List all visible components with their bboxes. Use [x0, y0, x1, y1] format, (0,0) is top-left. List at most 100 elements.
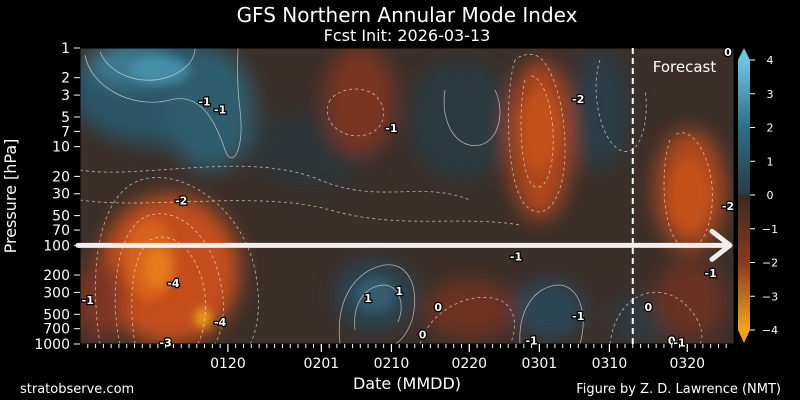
colorbar-tick-label: 3: [767, 88, 774, 101]
anomaly-core: [670, 160, 710, 230]
colorbar-tick-label: 4: [767, 54, 774, 67]
contour-label: -4: [167, 277, 180, 290]
forecast-layer: Forecast: [631, 48, 717, 344]
contour-label: 0: [724, 46, 732, 59]
anomaly-blob: [425, 280, 515, 340]
contour-label: -1: [385, 122, 397, 135]
x-tick-label: 0120: [210, 356, 246, 372]
contour-label: -1: [198, 96, 210, 109]
y-tick-label: 20: [52, 169, 70, 185]
contour-line: [80, 165, 471, 201]
contour-line: [114, 213, 224, 344]
contour-label: -1: [214, 103, 226, 116]
y-tick-label: 2: [61, 71, 70, 87]
positive-contour: [354, 284, 402, 331]
anomaly-blob: [410, 60, 510, 180]
x-tick-label: 0220: [451, 356, 487, 372]
contour-label: -1: [525, 334, 537, 347]
y-tick-label: 700: [43, 322, 70, 338]
contour-label: -2: [572, 93, 584, 106]
footer-site: stratobserve.com: [20, 382, 134, 397]
colorbar-tick-label: −2: [762, 257, 778, 270]
contour-line: [95, 177, 259, 344]
y-tick-label: 1000: [34, 337, 70, 353]
anomaly-core: [195, 308, 211, 328]
positive-contour: [519, 284, 584, 344]
x-axis: 0120 0201 0210 0220 0301 0310 0320: [87, 344, 727, 372]
contour-label: -4: [214, 316, 227, 329]
positive-contours: [84, 48, 584, 344]
y-tick-label: 500: [43, 307, 70, 323]
colorbar-tick-label: −4: [762, 324, 778, 337]
chart-subtitle: Fcst Init: 2026-03-13: [324, 26, 491, 45]
colorbar: 4 3 2 1 0 −1 −2 −3 −4: [738, 48, 778, 343]
y-tick-label: 100: [43, 238, 70, 254]
anomaly-core: [355, 277, 395, 313]
x-tick-label: 0301: [522, 356, 558, 372]
contour-label: -1: [510, 251, 522, 264]
arrow-layer: [75, 228, 733, 262]
x-tick-label: 0210: [374, 356, 410, 372]
y-axis-label: Pressure [hPa]: [1, 139, 20, 254]
trend-arrow-head: [709, 228, 733, 262]
anomaly-cores: [125, 56, 710, 328]
contour-line: [508, 54, 566, 213]
colorbar-ticks: 4 3 2 1 0 −1 −2 −3 −4: [750, 54, 778, 337]
positive-contour: [443, 89, 501, 146]
y-tick-label: 7: [61, 124, 70, 140]
colorbar-tick-label: −3: [762, 290, 778, 303]
y-tick-label: 10: [52, 140, 70, 156]
colorbar-tick-label: 1: [767, 155, 774, 168]
contour-label: 1: [364, 292, 372, 305]
colorbar-tick-label: −1: [762, 223, 778, 236]
positive-contour: [99, 48, 196, 81]
anomaly-blob: [655, 260, 725, 340]
contour-label: 0: [434, 301, 442, 314]
anomaly-blob: [165, 50, 255, 170]
anomaly-core: [522, 90, 558, 170]
x-tick-label: 0201: [304, 356, 340, 372]
y-tick-label: 300: [43, 285, 70, 301]
contour-line: [609, 291, 703, 344]
positive-contour: [338, 264, 416, 344]
colorbar-gradient: [738, 60, 750, 330]
colorbar-tick-label: 2: [767, 122, 774, 135]
contour-label: -1: [673, 336, 685, 349]
anomaly-blob: [570, 50, 630, 170]
contour-label: -3: [160, 337, 172, 350]
contour-line: [419, 297, 515, 344]
anomaly-blob: [80, 260, 125, 340]
contour-labels: -1-1-2-1-2 -2-1-1-411-10 0-4 -10 -1 0-1-30: [80, 45, 735, 351]
anomaly-blob: [325, 48, 395, 155]
contour-lines: [80, 54, 713, 344]
contour-label: 0: [668, 334, 676, 347]
y-tick-label: 200: [43, 268, 70, 284]
contour-label: 0: [419, 328, 427, 341]
y-tick-label: 70: [52, 223, 70, 239]
forecast-label: Forecast: [653, 58, 717, 76]
contour-label: 0: [645, 301, 653, 314]
y-tick-label: 5: [61, 110, 70, 126]
colorbar-max-extend: [738, 48, 750, 60]
contour-label: -1: [572, 310, 584, 323]
contour-label: 1: [395, 285, 403, 298]
anomaly-blob: [515, 280, 585, 340]
positive-contour: [84, 48, 242, 159]
x-tick-label: 0320: [669, 356, 705, 372]
contour-line: [327, 88, 385, 137]
contour-label: -1: [82, 294, 94, 307]
x-axis-label: Date (MMDD): [353, 374, 461, 393]
anomaly-core: [125, 220, 175, 300]
anomaly-core: [130, 56, 190, 84]
y-tick-label: 3: [61, 88, 70, 104]
plot-area: [80, 48, 734, 344]
contour-label: -1: [705, 267, 717, 280]
contour-label: -2: [175, 194, 187, 207]
contour-label: -2: [722, 200, 734, 213]
footer-credit: Figure by Z. D. Lawrence (NMT): [576, 382, 781, 397]
contour-line: [663, 132, 713, 249]
y-tick-label: 1: [61, 41, 70, 57]
chart-title: GFS Northern Annular Mode Index: [237, 3, 578, 27]
